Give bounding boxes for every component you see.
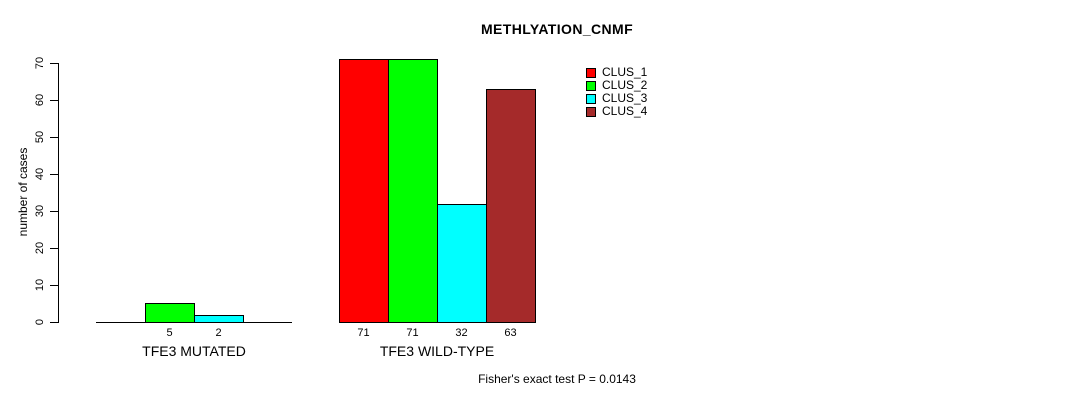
y-tick-label: 70: [34, 56, 46, 70]
legend-label: CLUS_2: [602, 78, 648, 92]
legend-item-clus-1: CLUS_1: [586, 66, 647, 79]
bar-clus-4: [486, 89, 536, 323]
bar-value-label: 2: [215, 327, 222, 339]
y-tick-label: 40: [34, 167, 46, 181]
x-category-label-wild-type: TFE3 WILD-TYPE: [379, 343, 495, 359]
y-tick-label: 20: [34, 241, 46, 255]
bar-clus-3: [437, 204, 487, 323]
legend-item-clus-4: CLUS_4: [586, 105, 647, 118]
footer-note: Fisher's exact test P = 0.0143: [478, 372, 636, 386]
y-axis-tick: [50, 248, 58, 249]
y-axis-tick: [50, 211, 58, 212]
legend: CLUS_1 CLUS_2 CLUS_3 CLUS_4: [586, 66, 647, 118]
bar-value-label: 71: [357, 327, 370, 339]
bar-value-label: 32: [455, 327, 468, 339]
bar-clus-3: [194, 315, 244, 323]
legend-label: CLUS_3: [602, 91, 648, 105]
chart-title: METHLYATION_CNMF: [480, 21, 634, 37]
y-axis-tick: [50, 63, 58, 64]
y-tick-label: 0: [34, 318, 46, 326]
legend-label: CLUS_4: [602, 104, 648, 118]
y-tick-label: 50: [34, 130, 46, 144]
legend-item-clus-2: CLUS_2: [586, 79, 647, 92]
y-axis-line: [58, 63, 59, 323]
bar-clus-1: [339, 59, 389, 323]
legend-swatch-icon: [586, 67, 596, 78]
y-tick-label: 60: [34, 93, 46, 107]
legend-swatch-icon: [586, 106, 596, 117]
y-tick-label: 10: [34, 278, 46, 292]
bar-clus-2: [145, 303, 195, 323]
legend-swatch-icon: [586, 93, 596, 104]
bar-value-label: 5: [166, 327, 173, 339]
y-axis-title: number of cases: [16, 147, 30, 237]
y-axis-tick: [50, 174, 58, 175]
legend-swatch-icon: [586, 80, 596, 91]
y-axis-tick: [50, 100, 58, 101]
y-axis-tick: [50, 322, 58, 323]
x-category-label-mutated: TFE3 MUTATED: [142, 343, 246, 359]
y-tick-label: 30: [34, 204, 46, 218]
y-axis-tick: [50, 137, 58, 138]
bar-value-label: 71: [406, 327, 419, 339]
bar-value-label: 63: [504, 327, 517, 339]
bar-clus-2: [388, 59, 438, 323]
legend-label: CLUS_1: [602, 65, 648, 79]
y-axis-tick: [50, 285, 58, 286]
legend-item-clus-3: CLUS_3: [586, 92, 647, 105]
